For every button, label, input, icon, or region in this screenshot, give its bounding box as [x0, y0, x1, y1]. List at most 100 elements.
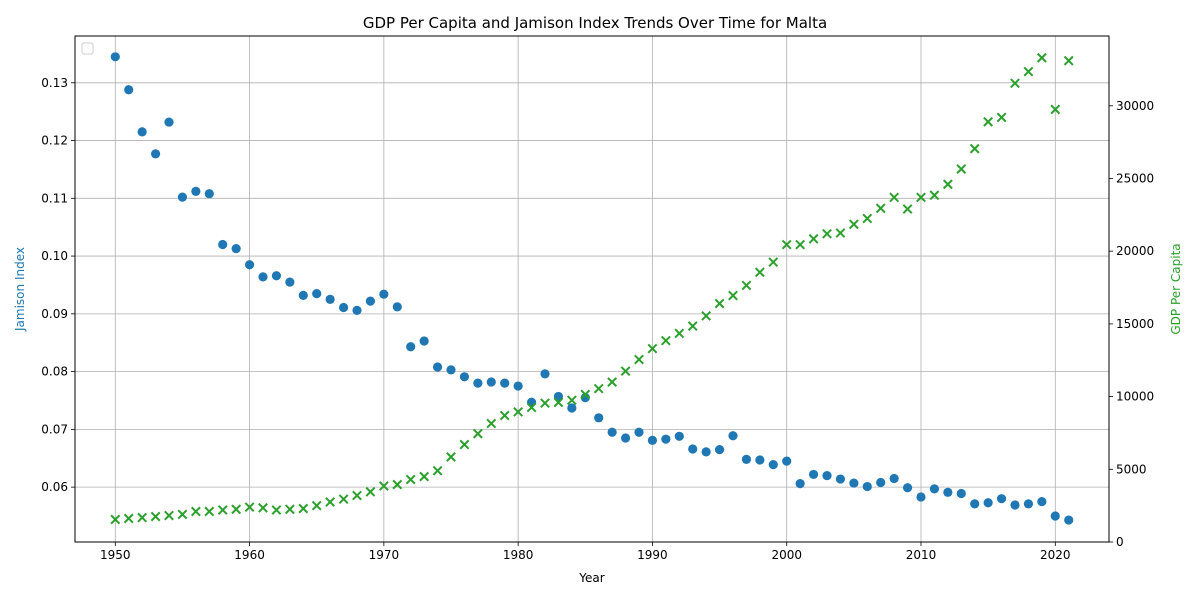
jamison-index-point	[983, 498, 993, 508]
jamison-index-point	[701, 447, 711, 457]
gdp-per-capita-point	[808, 233, 819, 244]
y-left-tick-label: 0.09	[41, 307, 68, 321]
gdp-per-capita-point	[1063, 55, 1074, 66]
gdp-per-capita-point	[593, 383, 604, 394]
gdp-per-capita-point	[298, 503, 309, 514]
jamison-index-point	[956, 488, 966, 499]
jamison-index-point	[392, 302, 402, 312]
jamison-index-point	[204, 189, 214, 199]
gdp-per-capita-point	[325, 497, 336, 507]
gdp-per-capita-point	[472, 428, 483, 439]
gdp-per-capita-point	[634, 354, 644, 365]
gdp-per-capita-point	[244, 502, 255, 513]
gdp-per-capita-point	[338, 494, 349, 505]
x-tick-label: 2000	[771, 548, 802, 562]
jamison-index-point	[244, 260, 255, 270]
jamison-index-point	[1010, 500, 1020, 510]
y-right-tick-label: 0	[1116, 535, 1124, 549]
jamison-index-point	[996, 494, 1007, 504]
gdp-per-capita-point	[983, 116, 994, 127]
y-axis-left: 0.06 0.07 0.08 0.09 0.10 0.11 0.12 0.13	[41, 76, 75, 494]
jamison-index-point	[540, 369, 550, 379]
gdp-per-capita-point	[835, 228, 846, 238]
gdp-per-capita-point	[889, 192, 900, 203]
gdp-per-capita-point	[258, 502, 268, 513]
gdp-per-capita-point	[822, 228, 832, 239]
series-gdp-per-capita	[110, 52, 1074, 525]
gdp-per-capita-point	[204, 506, 215, 517]
jamison-index-point	[661, 434, 671, 444]
jamison-index-point	[285, 277, 295, 287]
gdp-per-capita-point	[459, 439, 470, 450]
gdp-per-capita-point	[942, 179, 953, 190]
gdp-per-capita-point	[123, 513, 134, 524]
gdp-per-capita-point	[553, 397, 564, 408]
jamison-index-point	[379, 289, 389, 299]
gdp-per-capita-point	[929, 190, 940, 201]
jamison-index-point	[124, 85, 134, 95]
gdp-per-capita-point	[848, 219, 859, 230]
gdp-per-capita-point	[540, 398, 550, 409]
gdp-per-capita-point	[110, 514, 121, 525]
jamison-index-point	[446, 365, 456, 375]
jamison-index-point	[1037, 496, 1047, 507]
jamison-index-point	[150, 149, 161, 159]
y-axis-left-title: Jamison Index	[13, 247, 27, 332]
jamison-index-point	[432, 362, 443, 372]
gdp-per-capita-point	[580, 389, 591, 400]
gdp-per-capita-point	[607, 377, 618, 387]
gdp-per-capita-point	[969, 143, 980, 154]
legend-box	[81, 42, 94, 55]
y-axis-right: 0 5000 10000 15000 20000 25000 30000	[1109, 99, 1154, 549]
gdp-per-capita-point	[620, 366, 631, 377]
jamison-index-point	[902, 483, 913, 493]
jamison-index-point	[876, 477, 886, 488]
y-left-tick-label: 0.13	[41, 76, 68, 90]
y-left-tick-label: 0.06	[41, 480, 68, 494]
y-left-tick-label: 0.10	[41, 249, 68, 263]
jamison-index-point	[1064, 515, 1074, 525]
gdp-per-capita-point	[781, 239, 792, 250]
gdp-per-capita-point	[365, 486, 376, 497]
gdp-per-capita-point	[728, 290, 738, 301]
jamison-index-point	[755, 455, 765, 465]
x-tick-label: 1990	[637, 548, 668, 562]
gdp-per-capita-point	[741, 280, 752, 291]
jamison-index-point	[406, 342, 416, 352]
gdp-per-capita-point	[1010, 78, 1020, 89]
jamison-index-point	[218, 239, 228, 250]
x-axis: 1950 1960 1970 1980 1990 2000 2010 2020	[100, 542, 1071, 562]
y-right-tick-label: 20000	[1116, 244, 1154, 258]
jamison-index-point	[325, 294, 335, 304]
gdp-per-capita-point	[862, 213, 873, 224]
gdp-per-capita-point	[311, 500, 322, 511]
jamison-index-point	[688, 444, 698, 454]
jamison-index-point	[580, 392, 590, 403]
jamison-index-point	[177, 192, 188, 202]
y-right-tick-label: 5000	[1116, 462, 1147, 476]
x-axis-title: Year	[578, 571, 604, 585]
y-left-tick-label: 0.12	[41, 134, 68, 148]
gdp-per-capita-point	[701, 310, 712, 321]
gdp-per-capita-point	[513, 406, 524, 417]
gdp-per-capita-point	[768, 257, 779, 268]
jamison-index-point	[365, 296, 376, 306]
gdp-per-capita-point	[526, 402, 537, 413]
gdp-per-capita-point	[190, 506, 201, 517]
jamison-index-point	[594, 413, 604, 423]
gdp-per-capita-point	[1036, 52, 1047, 63]
jamison-index-point	[607, 427, 617, 437]
jamison-index-point	[849, 478, 859, 488]
gdp-per-capita-point	[795, 239, 806, 250]
gdp-per-capita-point	[405, 474, 416, 485]
jamison-index-point	[352, 305, 362, 315]
jamison-index-point	[1023, 499, 1034, 509]
x-tick-label: 1960	[234, 548, 265, 562]
y-right-tick-label: 15000	[1116, 317, 1154, 331]
jamison-index-point	[258, 272, 268, 282]
jamison-index-point	[808, 469, 819, 480]
x-tick-label: 1980	[503, 548, 534, 562]
gdp-per-capita-point	[271, 505, 282, 515]
y-axis-right-title: GDP Per Capita	[1169, 243, 1183, 334]
gdp-per-capita-point	[392, 479, 403, 490]
